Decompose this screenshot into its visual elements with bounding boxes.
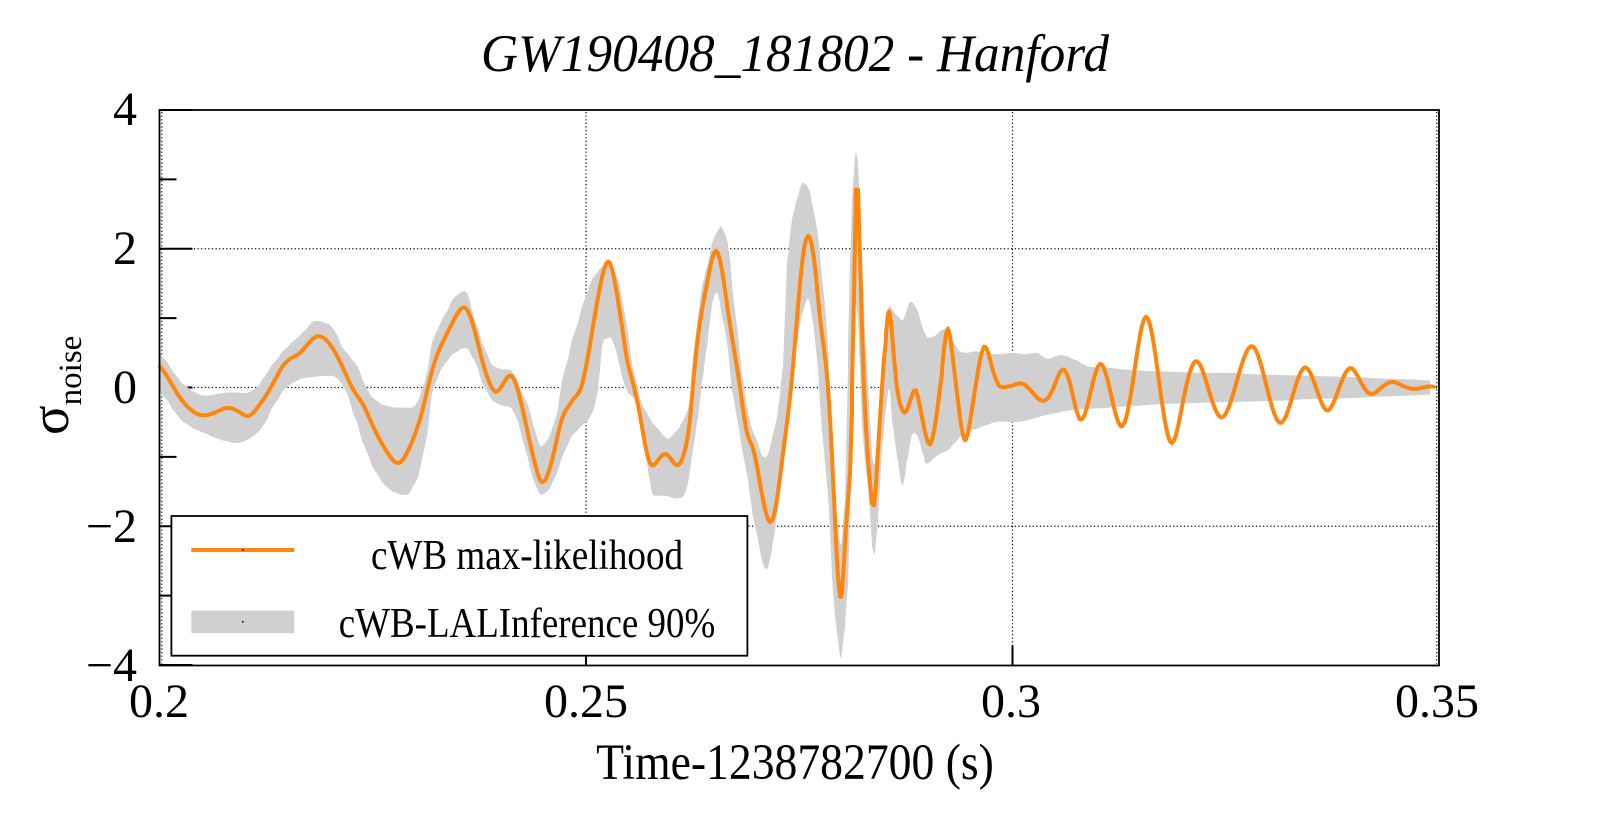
svg-text:σnoise: σnoise (19, 336, 89, 435)
